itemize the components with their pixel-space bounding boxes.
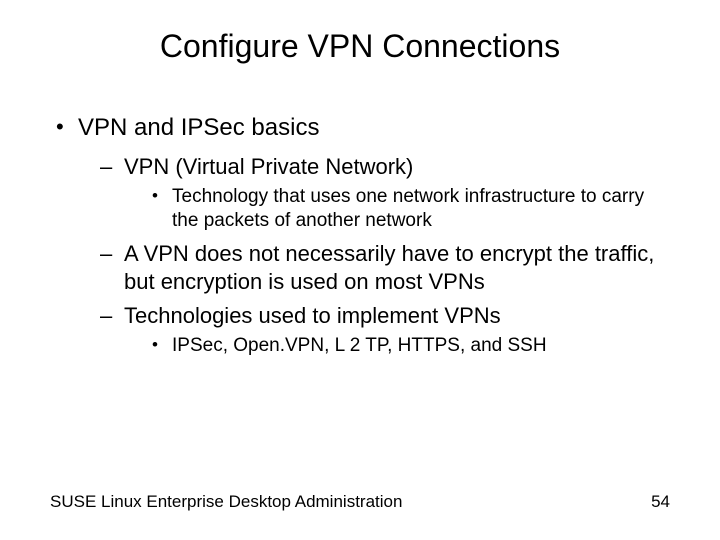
lvl2-item: A VPN does not necessarily have to encry… [96,240,670,296]
lvl3-text: Technology that uses one network infrast… [172,186,644,231]
bullet-list-lvl2: VPN (Virtual Private Network) Technology… [78,153,670,359]
lvl3-item: IPSec, Open.VPN, L 2 TP, HTTPS, and SSH [148,334,670,358]
lvl2-item: Technologies used to implement VPNs IPSe… [96,302,670,358]
slide-title: Configure VPN Connections [50,28,670,65]
lvl3-item: Technology that uses one network infrast… [148,185,670,234]
bullet-list-lvl1: VPN and IPSec basics VPN (Virtual Privat… [50,113,670,359]
lvl2-text: A VPN does not necessarily have to encry… [124,241,654,294]
slide: Configure VPN Connections VPN and IPSec … [0,0,720,540]
slide-footer: SUSE Linux Enterprise Desktop Administra… [50,492,670,512]
footer-page-number: 54 [651,492,670,512]
bullet-list-lvl3: IPSec, Open.VPN, L 2 TP, HTTPS, and SSH [124,334,670,358]
lvl3-text: IPSec, Open.VPN, L 2 TP, HTTPS, and SSH [172,335,547,356]
footer-left: SUSE Linux Enterprise Desktop Administra… [50,492,402,512]
lvl1-text: VPN and IPSec basics [78,114,319,141]
lvl2-text: Technologies used to implement VPNs [124,303,501,328]
lvl1-item: VPN and IPSec basics VPN (Virtual Privat… [50,113,670,359]
lvl2-text: VPN (Virtual Private Network) [124,154,413,179]
bullet-list-lvl3: Technology that uses one network infrast… [124,185,670,234]
lvl2-item: VPN (Virtual Private Network) Technology… [96,153,670,234]
